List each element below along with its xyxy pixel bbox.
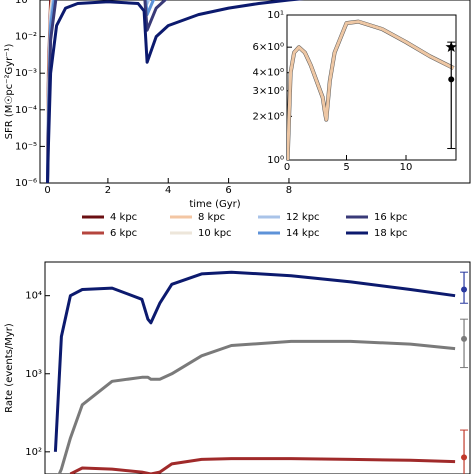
y-tick-label: 4×10⁰ (253, 68, 284, 79)
legend-label: 10 kpc (198, 228, 232, 239)
x-tick-label: 8 (286, 185, 292, 196)
legend-label: 14 kpc (286, 228, 320, 239)
x-tick-label: 10 (400, 162, 413, 173)
line (57, 339, 456, 474)
x-tick-label: 4 (165, 185, 171, 196)
point-marker (461, 286, 468, 293)
y-tick-label: 6×10⁰ (253, 42, 284, 53)
y-tick-label: 10³ (25, 369, 42, 380)
plot-area (46, 0, 305, 183)
x-tick-label: 5 (343, 162, 349, 173)
legend-label: 16 kpc (374, 212, 408, 223)
point-marker (448, 76, 455, 83)
legend-label: 18 kpc (374, 228, 408, 239)
y-tick-label: 10⁻¹ (15, 0, 37, 6)
line (46, 0, 156, 183)
x-tick-label: 0 (284, 162, 290, 173)
y-tick-label: 2×10⁰ (253, 111, 284, 122)
line (69, 457, 456, 474)
point-marker (461, 335, 468, 342)
x-axis-label: time (Gyr) (189, 199, 240, 210)
legend-label: 6 kpc (110, 228, 137, 239)
y-tick-label: 10⁻³ (15, 68, 37, 79)
line (46, 0, 168, 183)
x-tick-label: 2 (105, 185, 111, 196)
y-tick-label: 10⁴ (25, 291, 42, 302)
y-axis-label: Rate (events/Myr) (4, 323, 15, 413)
legend-label: 8 kpc (198, 212, 225, 223)
x-tick-label: 6 (225, 185, 231, 196)
y-tick-label: 10⁻⁴ (15, 105, 37, 116)
legend-label: 12 kpc (286, 212, 320, 223)
line (46, 0, 305, 183)
point-marker (461, 454, 468, 461)
y-tick-label: 10⁻⁶ (15, 178, 37, 189)
line (53, 270, 456, 452)
plot-area (287, 19, 455, 160)
axes-frame (286, 14, 457, 161)
y-tick-label: 10⁻² (15, 32, 37, 43)
axes-frame (44, 261, 471, 474)
legend-label: 4 kpc (110, 212, 137, 223)
y-tick-label: 10² (25, 447, 42, 458)
axes-frame (39, 0, 471, 184)
x-tick-label: 0 (44, 185, 50, 196)
y-tick-label: 10⁻⁵ (15, 141, 37, 152)
inset-background (287, 15, 456, 160)
plot-area (53, 270, 456, 474)
y-tick-label: 3×10⁰ (253, 86, 284, 97)
y-tick-label: 10¹ (267, 10, 284, 21)
y-axis-label: SFR (M☉pc⁻²Gyr⁻¹) (4, 43, 15, 139)
y-tick-label: 10⁰ (267, 155, 284, 166)
line (287, 20, 455, 160)
